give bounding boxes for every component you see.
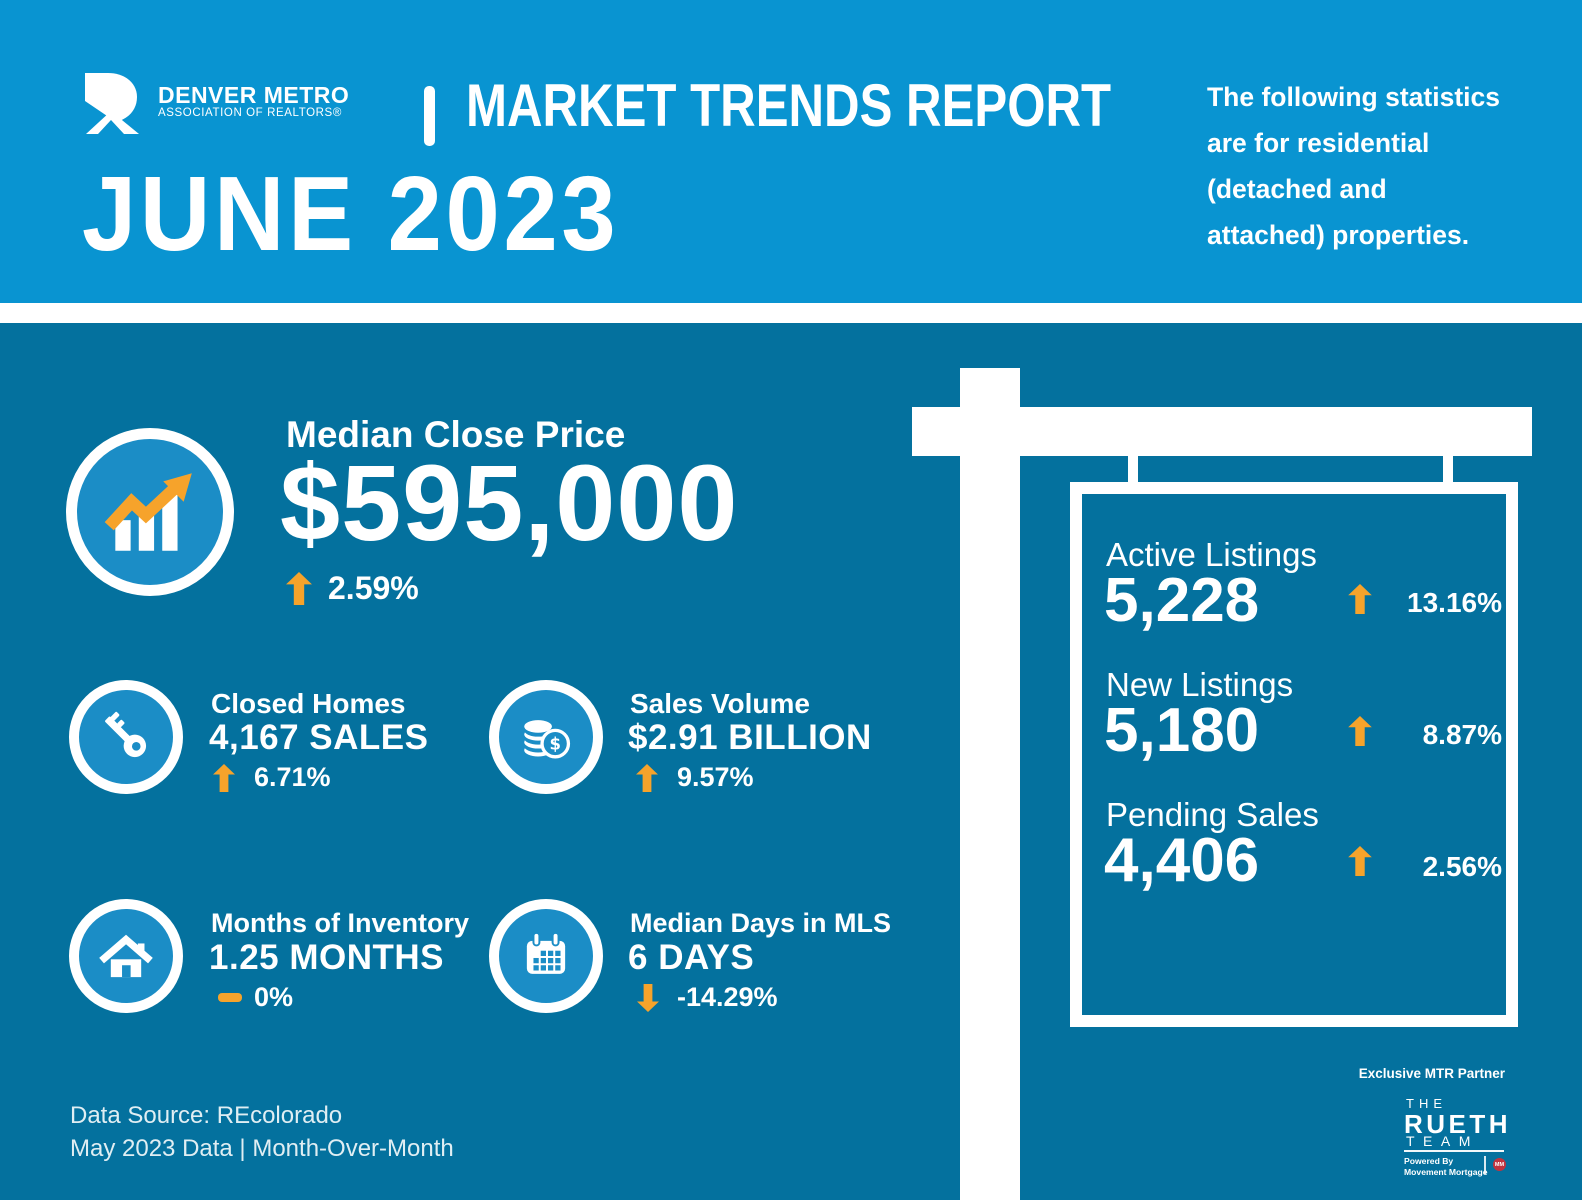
org-subtitle: ASSOCIATION OF REALTORS®: [158, 107, 342, 119]
powered-by-line-1: Powered By: [1404, 1156, 1454, 1166]
sales-volume-change-value: 9.57%: [677, 762, 754, 792]
pending-sales-change: 2.56%: [1422, 851, 1502, 882]
new-listings-label: New Listings: [1106, 666, 1294, 703]
svg-text:$: $: [549, 735, 560, 754]
months-of-inventory-label: Months of Inventory: [211, 908, 469, 938]
sign-hanger-right: [1443, 456, 1453, 483]
active-listings-change: 13.16%: [1407, 587, 1502, 618]
sign-hanger-left: [1128, 456, 1138, 483]
dmar-logo-icon: [85, 73, 139, 134]
up-arrow-icon: [1348, 846, 1372, 876]
calendar-glyph-icon: [526, 931, 566, 974]
down-arrow-icon: [637, 983, 659, 1012]
median-days-in-mls-label: Median Days in MLS: [630, 908, 892, 938]
header-body-divider: [0, 303, 1582, 323]
median-close-price-change: 2.59%: [286, 570, 419, 607]
rueth-logo-name: RUETH: [1404, 1109, 1512, 1139]
closed-homes-change-value: 6.71%: [254, 762, 331, 792]
listings-sign-board: [1070, 482, 1518, 1027]
calendar-icon: [489, 899, 603, 1013]
home-glyph-icon: [99, 934, 153, 978]
closed-homes-change: 6.71%: [213, 762, 331, 793]
data-source-line-1: Data Source: REcolorado: [70, 1102, 343, 1129]
closed-homes-value: 4,167 SALES: [209, 718, 429, 757]
key-icon: [69, 680, 183, 794]
closed-homes-label: Closed Homes: [211, 688, 406, 719]
key-glyph-icon: [105, 711, 147, 758]
sign-crossbar: [912, 407, 1532, 456]
powered-by-line-2: Movement Mortgage: [1404, 1166, 1488, 1177]
movement-mortgage-badge-icon: MM: [1493, 1158, 1506, 1171]
new-listings-value: 5,180: [1104, 696, 1260, 765]
sales-volume-value: $2.91 BILLION: [628, 718, 872, 757]
new-listings-change: 8.87%: [1422, 719, 1502, 750]
active-listings-value: 5,228: [1104, 566, 1260, 635]
up-arrow-icon: [1348, 716, 1372, 746]
median-close-price-value: $595,000: [280, 442, 739, 563]
rueth-logo-team: TEAM: [1406, 1133, 1479, 1149]
active-listings-label: Active Listings: [1106, 536, 1317, 573]
note-line-1: The following statistics: [1207, 82, 1501, 112]
house-icon: [69, 899, 183, 1013]
median-close-price-label: Median Close Price: [286, 414, 626, 455]
note-line-4: attached) properties.: [1207, 220, 1470, 250]
up-arrow-icon: [1348, 584, 1372, 614]
median-days-in-mls-change-value: -14.29%: [677, 982, 778, 1012]
months-of-inventory-change: 0%: [218, 982, 293, 1013]
data-source-line-2: May 2023 Data | Month-Over-Month: [70, 1135, 454, 1162]
money-stack-icon: $: [524, 720, 571, 759]
powered-by-separator: [1484, 1156, 1486, 1174]
coins-icon: $: [489, 680, 603, 794]
bar-chart-arrow-icon: [104, 473, 192, 551]
median-close-price-change-value: 2.59%: [328, 570, 419, 606]
months-of-inventory-value: 1.25 MONTHS: [209, 938, 444, 977]
partner-label: Exclusive MTR Partner: [1358, 1066, 1505, 1081]
title-divider: [424, 86, 435, 146]
month-title: JUNE 2023: [82, 155, 620, 273]
up-arrow-icon: [636, 763, 658, 792]
sales-volume-change: 9.57%: [636, 762, 754, 793]
up-arrow-icon: [213, 763, 235, 792]
powered-by-block: Powered By Movement Mortgage: [1404, 1156, 1488, 1177]
rueth-logo-divider: [1404, 1150, 1504, 1152]
months-of-inventory-change-value: 0%: [254, 982, 294, 1012]
note-line-2: are for residential: [1207, 128, 1430, 158]
sign-post: [960, 368, 1020, 1200]
sales-volume-label: Sales Volume: [630, 688, 811, 719]
median-days-in-mls-change: -14.29%: [637, 982, 778, 1013]
header-note: The following statistics are for residen…: [1207, 74, 1500, 258]
header-band: DENVER METRO ASSOCIATION OF REALTORS® MA…: [0, 0, 1582, 303]
trend-chart-icon: [66, 428, 234, 596]
pending-sales-value: 4,406: [1104, 826, 1260, 895]
rueth-logo-the: THE: [1406, 1096, 1447, 1111]
pending-sales-label: Pending Sales: [1106, 796, 1319, 833]
up-arrow-icon: [286, 572, 312, 605]
org-name: DENVER METRO: [158, 82, 350, 108]
report-title: MARKET TRENDS REPORT: [466, 72, 1112, 139]
flat-dash-icon: [218, 993, 242, 1002]
median-days-in-mls-value: 6 DAYS: [628, 938, 755, 977]
note-line-3: (detached and: [1207, 174, 1387, 204]
